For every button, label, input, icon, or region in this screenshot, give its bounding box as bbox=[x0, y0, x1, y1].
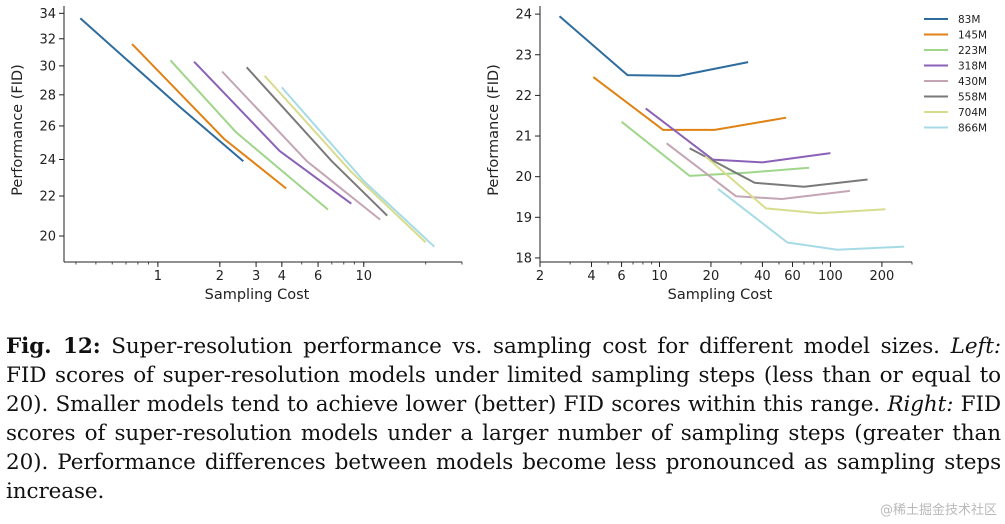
legend-label-866M: 866M bbox=[958, 123, 987, 135]
right-chart: 2 4 6 10 20 40 60 100 20018192021222324Sampling … bbox=[486, 6, 987, 303]
right-y-tick-label: 18 bbox=[515, 251, 532, 266]
left-y-tick-label: 28 bbox=[39, 88, 56, 103]
legend-label-145M: 145M bbox=[958, 30, 987, 42]
caption-left-label: Left: bbox=[950, 334, 1001, 359]
legend-label-83M: 83M bbox=[958, 14, 980, 26]
left-series-145M bbox=[131, 43, 287, 190]
left-series-318M bbox=[193, 61, 352, 205]
right-series-704M bbox=[704, 155, 886, 215]
left-x-tick-label: 4 bbox=[278, 269, 286, 284]
right-series-318M bbox=[645, 107, 831, 164]
right-x-tick-label: 100 bbox=[818, 269, 843, 284]
right-legend: 83M 145M 223M 318M 430M 558M 704M 866M bbox=[924, 14, 987, 135]
right-y-tick-label: 19 bbox=[515, 211, 532, 226]
right-x-tick-label: 6 bbox=[617, 269, 625, 284]
left-y-tick-label: 34 bbox=[39, 7, 56, 22]
right-y-tick-label: 20 bbox=[515, 170, 532, 185]
left-x-tick-label: 3 bbox=[252, 269, 260, 284]
left-y-tick-label: 32 bbox=[39, 32, 56, 47]
right-series-83M bbox=[558, 15, 749, 77]
right-y-tick-label: 21 bbox=[515, 130, 532, 145]
right-y-label: Performance (FID) bbox=[486, 64, 502, 196]
figure-caption: Fig. 12: Super-resolution performance vs… bbox=[6, 332, 1001, 506]
left-series-866M bbox=[281, 86, 435, 248]
left-y-tick-label: 26 bbox=[39, 119, 56, 134]
left-y-tick-label: 22 bbox=[39, 190, 56, 205]
left-series-704M bbox=[263, 75, 427, 244]
right-x-tick-label: 10 bbox=[651, 269, 668, 284]
caption-right-label: Right: bbox=[887, 392, 954, 417]
watermark: @稀土掘金技术社区 bbox=[879, 503, 997, 518]
right-series-145M bbox=[592, 76, 787, 131]
right-y-tick-label: 23 bbox=[515, 48, 532, 63]
right-x-tick-label: 40 bbox=[754, 269, 771, 284]
legend-label-558M: 558M bbox=[958, 92, 987, 104]
right-x-tick-label: 20 bbox=[703, 269, 720, 284]
right-x-tick-label: 60 bbox=[784, 269, 801, 284]
left-x-tick-label: 10 bbox=[355, 269, 372, 284]
right-series-558M bbox=[689, 147, 868, 188]
right-x-tick-label: 2 bbox=[536, 269, 544, 284]
right-x-label: Sampling Cost bbox=[668, 287, 773, 303]
right-series-223M bbox=[620, 121, 810, 177]
left-series-83M bbox=[79, 17, 244, 163]
legend-label-318M: 318M bbox=[958, 61, 987, 73]
left-y-tick-label: 30 bbox=[39, 59, 56, 74]
caption-label: Fig. 12: bbox=[6, 334, 101, 359]
left-y-tick-label: 20 bbox=[39, 230, 56, 245]
caption-part2: FID scores of super-resolution models un… bbox=[6, 363, 1001, 417]
left-y-label: Performance (FID) bbox=[10, 64, 26, 196]
left-series-223M bbox=[169, 59, 329, 211]
right-x-tick-label: 4 bbox=[587, 269, 595, 284]
right-y-tick-label: 22 bbox=[515, 89, 532, 104]
right-series-866M bbox=[717, 188, 905, 251]
legend-label-704M: 704M bbox=[958, 107, 987, 119]
left-x-tick-label: 6 bbox=[314, 269, 322, 284]
caption-part3: FID scores of super-resolution models un… bbox=[6, 392, 1002, 504]
right-y-tick-label: 24 bbox=[515, 8, 532, 23]
left-series-558M bbox=[245, 66, 388, 217]
right-x-tick-label: 200 bbox=[869, 269, 894, 284]
left-series-430M bbox=[221, 70, 381, 221]
legend-label-430M: 430M bbox=[958, 76, 987, 88]
caption-part1: Super-resolution performance vs. samplin… bbox=[100, 334, 951, 359]
left-x-label: Sampling Cost bbox=[205, 287, 310, 303]
left-x-tick-label: 2 bbox=[216, 269, 224, 284]
left-x-tick-label: 1 bbox=[154, 269, 162, 284]
legend-label-223M: 223M bbox=[958, 45, 987, 57]
left-y-tick-label: 24 bbox=[39, 153, 56, 168]
right-series-430M bbox=[665, 142, 851, 200]
